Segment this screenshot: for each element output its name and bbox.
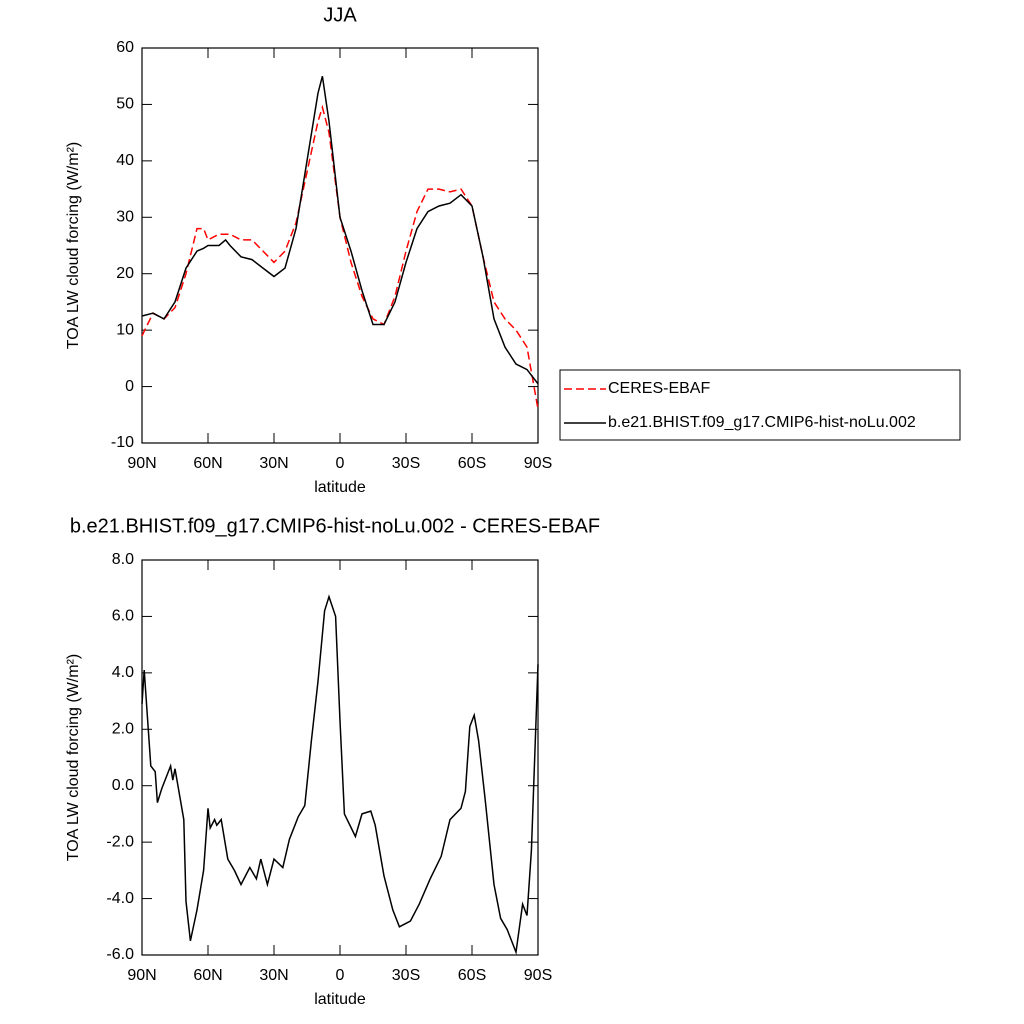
chart-title: JJA (323, 4, 357, 26)
x-tick-label: 90S (524, 455, 552, 472)
y-tick-label: -4.0 (106, 890, 134, 907)
plot-frame (141, 47, 539, 444)
y-tick-label: 2.0 (112, 721, 134, 738)
y-axis-label: TOA LW cloud forcing (W/m²) (65, 142, 82, 349)
y-tick-label: -6.0 (106, 946, 134, 963)
y-tick-label: 40 (116, 152, 134, 169)
x-tick-label: 60N (193, 455, 222, 472)
x-axis-label: latitude (314, 479, 366, 496)
x-tick-label: 60N (193, 967, 222, 984)
x-tick-label: 0 (336, 967, 345, 984)
data-line (141, 594, 539, 956)
y-tick-label: 20 (116, 265, 134, 282)
legend-box (559, 369, 961, 441)
y-tick-label: 10 (116, 321, 134, 338)
y-tick-label: 0.0 (112, 777, 134, 794)
x-tick-label: 90S (524, 967, 552, 984)
x-tick-label: 30N (259, 967, 288, 984)
chart-title: b.e21.BHIST.f09_g17.CMIP6-hist-noLu.002 … (70, 515, 600, 537)
x-tick-label: 30S (392, 455, 420, 472)
legend-label: b.e21.BHIST.f09_g17.CMIP6-hist-noLu.002 (608, 414, 916, 431)
y-tick-label: 8.0 (112, 551, 134, 568)
y-tick-label: 0 (125, 378, 134, 395)
y-tick-label: -10 (111, 434, 134, 451)
x-tick-label: 0 (336, 455, 345, 472)
x-tick-label: 60S (458, 967, 486, 984)
x-axis-label: latitude (314, 991, 366, 1008)
plot-frame (141, 559, 539, 956)
x-tick-label: 90N (127, 967, 156, 984)
y-tick-label: 50 (116, 96, 134, 113)
data-line (141, 104, 539, 410)
y-tick-label: -2.0 (106, 833, 134, 850)
y-tick-label: 4.0 (112, 664, 134, 681)
x-tick-label: 90N (127, 455, 156, 472)
data-line (141, 76, 539, 385)
y-tick-label: 6.0 (112, 608, 134, 625)
y-tick-label: 60 (116, 39, 134, 56)
y-axis-label: TOA LW cloud forcing (W/m²) (65, 654, 82, 861)
x-tick-label: 30S (392, 967, 420, 984)
legend-label: CERES-EBAF (608, 380, 710, 397)
x-tick-label: 30N (259, 455, 288, 472)
x-tick-label: 60S (458, 455, 486, 472)
y-tick-label: 30 (116, 209, 134, 226)
